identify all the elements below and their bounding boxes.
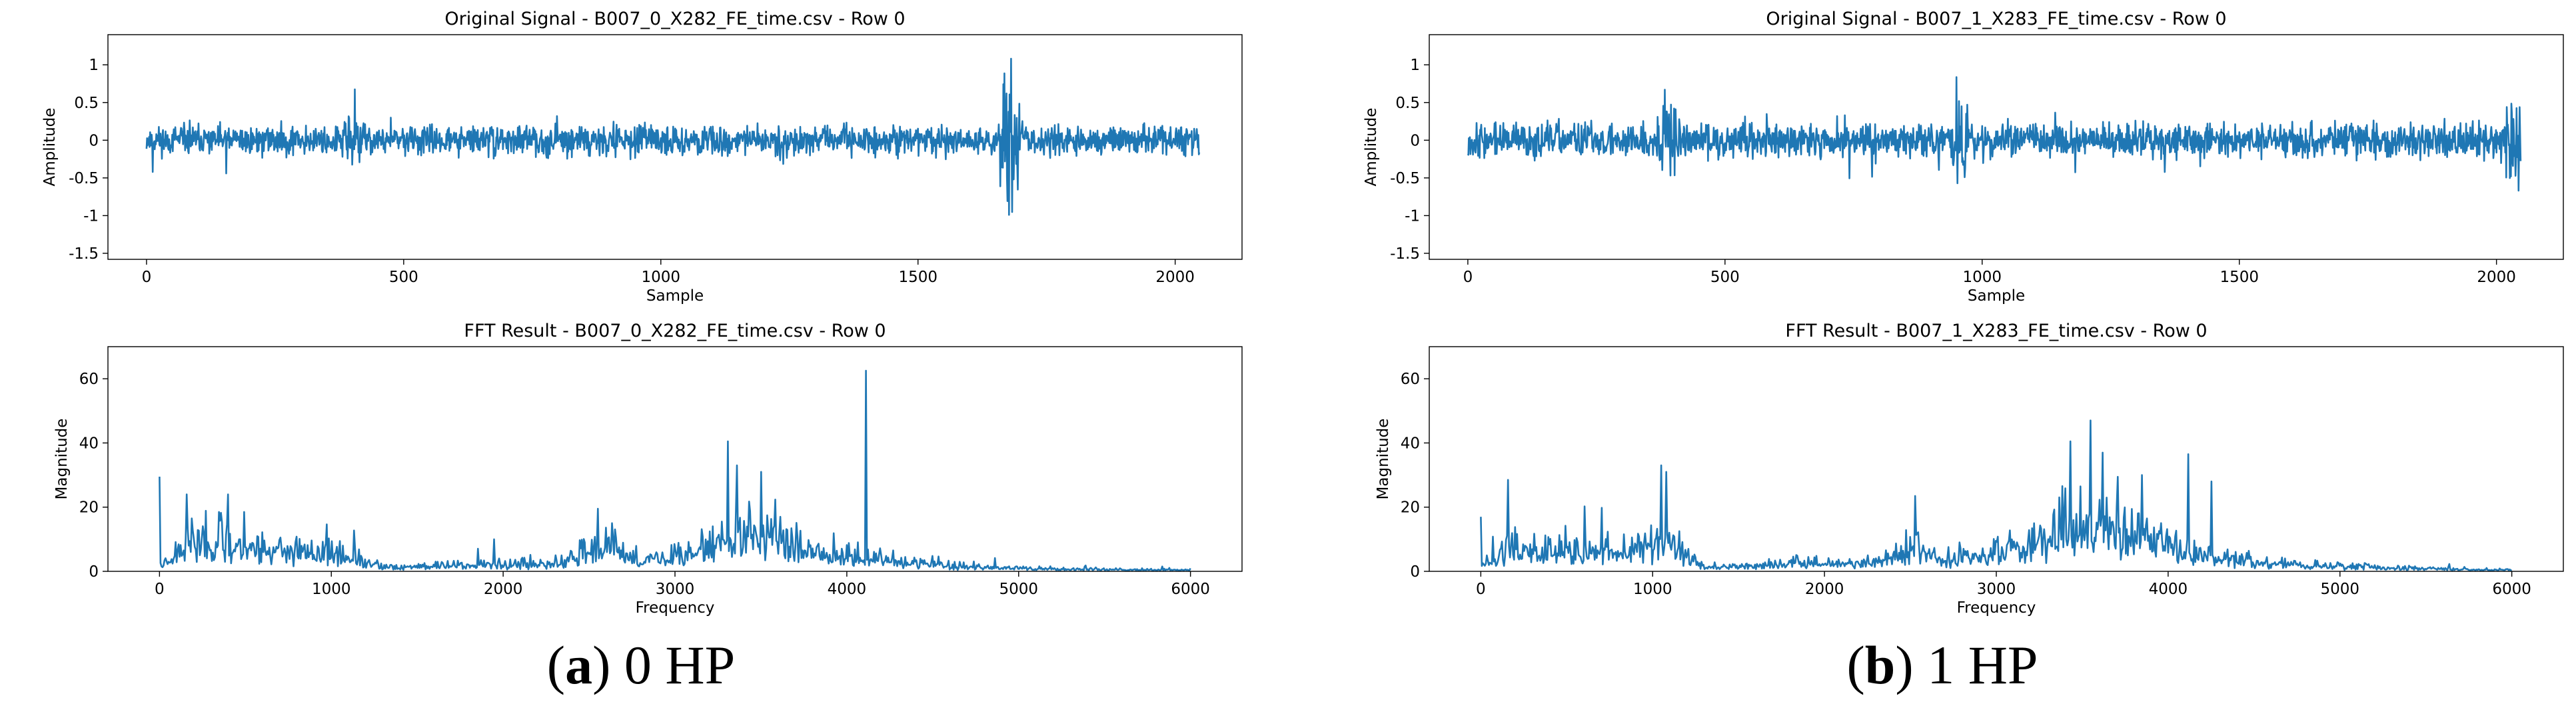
x-tick-label: 1000 — [312, 581, 351, 598]
y-tick-label: 20 — [79, 499, 99, 517]
plot-title: Original Signal - B007_0_X282_FE_time.cs… — [444, 9, 905, 29]
plot-title: FFT Result - B007_0_X282_FE_time.csv - R… — [464, 321, 886, 341]
y-axis-label: Magnitude — [53, 419, 71, 500]
x-tick-label: 2000 — [1155, 269, 1195, 286]
x-axis-label: Frequency — [1957, 599, 2036, 617]
y-axis-label: Amplitude — [1363, 108, 1380, 187]
svg-text:(a) 0 HP: (a) 0 HP — [547, 635, 735, 695]
x-tick-label: 5000 — [2320, 581, 2359, 598]
x-tick-label: 0 — [1463, 269, 1473, 286]
y-tick-label: 0 — [89, 563, 99, 581]
plot-title: Original Signal - B007_1_X283_FE_time.cs… — [1766, 9, 2226, 29]
caption-b: (b) 1 HP — [1846, 635, 2038, 695]
y-tick-label: -1 — [83, 207, 99, 225]
caption-b-text: 1 HP — [1914, 635, 2038, 695]
axes-frame — [107, 346, 1243, 572]
x-tick-label: 3000 — [656, 581, 695, 598]
y-tick-label: 40 — [79, 435, 99, 452]
plot-4: 0 1000 2000 3000 4000 5000 6000 0 20 40 60 FFT Resu… — [1375, 321, 2564, 617]
plot-3: 0 500 1000 1500 2000 -1.5 -1 -0.5 0 0.5 1 Original … — [1363, 9, 2564, 305]
x-tick-label: 2000 — [2477, 269, 2516, 286]
y-tick-label: -0.5 — [69, 170, 99, 187]
y-tick-label: 0 — [1410, 563, 1420, 581]
y-tick-label: 0.5 — [1395, 95, 1420, 112]
y-tick-label: 0 — [1410, 132, 1420, 149]
series-line — [145, 57, 1201, 216]
caption-b-letter: b — [1865, 635, 1896, 695]
x-tick-label: 2000 — [1805, 581, 1844, 598]
y-tick-label: 0.5 — [74, 95, 99, 112]
x-tick-label: 1000 — [1633, 581, 1672, 598]
y-tick-label: 1 — [1410, 57, 1420, 74]
y-tick-label: -0.5 — [1390, 170, 1420, 187]
series-line — [159, 369, 1191, 571]
x-axis-label: Sample — [1968, 287, 2025, 305]
x-tick-label: 1000 — [641, 269, 680, 286]
x-tick-label: 0 — [142, 269, 152, 286]
x-tick-label: 1500 — [898, 269, 938, 286]
x-tick-label: 6000 — [1171, 581, 1210, 598]
svg-text:(b) 1 HP: (b) 1 HP — [1846, 635, 2038, 695]
y-tick-label: 1 — [89, 57, 99, 74]
x-tick-label: 4000 — [2149, 581, 2188, 598]
y-tick-label: 20 — [1401, 499, 1420, 517]
caption-a-text: 0 HP — [610, 635, 735, 695]
y-axis-label: Magnitude — [1375, 419, 1392, 500]
axes-frame — [107, 34, 1243, 260]
x-axis-label: Sample — [646, 287, 704, 305]
x-tick-label: 2000 — [484, 581, 523, 598]
x-tick-label: 0 — [1476, 581, 1486, 598]
x-tick-label: 0 — [155, 581, 165, 598]
plot-2: 0 1000 2000 3000 4000 5000 6000 0 20 40 60 FFT Resu… — [53, 321, 1243, 617]
y-tick-label: 60 — [79, 371, 99, 388]
plot-1: 0 500 1000 1500 2000 -1.5 -1 -0.5 0 0.5 1 Original … — [41, 9, 1243, 305]
x-axis-label: Frequency — [636, 599, 715, 617]
caption-a: (a) 0 HP — [547, 635, 735, 695]
y-tick-label: -1.5 — [69, 245, 99, 263]
y-tick-label: 40 — [1401, 435, 1420, 452]
x-tick-label: 6000 — [2492, 581, 2531, 598]
plot-title: FFT Result - B007_1_X283_FE_time.csv - R… — [1785, 321, 2207, 341]
y-axis-label: Amplitude — [41, 108, 59, 187]
series-line — [1467, 76, 2522, 192]
y-tick-label: 60 — [1401, 371, 1420, 388]
x-tick-label: 5000 — [999, 581, 1038, 598]
x-tick-label: 500 — [1710, 269, 1740, 286]
series-line — [1480, 419, 2512, 571]
axes-frame — [1429, 346, 2564, 572]
y-tick-label: 0 — [89, 132, 99, 149]
y-tick-label: -1.5 — [1390, 245, 1420, 263]
x-tick-label: 4000 — [828, 581, 867, 598]
x-tick-label: 3000 — [1977, 581, 2016, 598]
axes-frame — [1429, 34, 2564, 260]
x-tick-label: 1000 — [1962, 269, 2002, 286]
caption-a-letter: a — [565, 635, 592, 695]
x-tick-label: 1500 — [2220, 269, 2259, 286]
x-tick-label: 500 — [389, 269, 418, 286]
y-tick-label: -1 — [1405, 207, 1420, 225]
